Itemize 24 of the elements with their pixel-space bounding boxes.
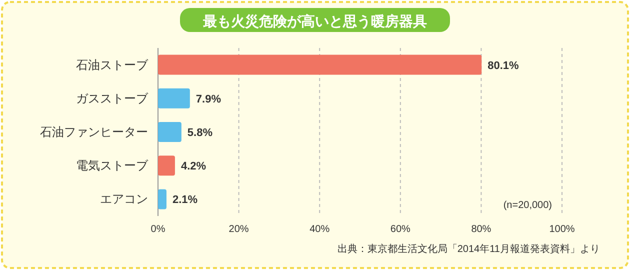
y-tick-label: 石油ストーブ [76, 58, 149, 72]
x-tick-label: 80% [471, 224, 492, 235]
x-tick-label: 40% [310, 224, 330, 235]
source-note: 出典：東京都生活文化局「2014年11月報道発表資料」より [337, 243, 600, 255]
data-label: 4.2% [180, 160, 206, 173]
data-label: 2.1% [172, 194, 198, 206]
y-tick-label: 電気ストーブ [76, 158, 149, 173]
bar [158, 189, 166, 210]
y-tick-label: 石油ファンヒーター [40, 125, 148, 139]
bar [158, 88, 190, 108]
data-label: 7.9% [196, 93, 222, 106]
bar [158, 54, 482, 75]
y-tick-label: エアコン [100, 192, 148, 206]
data-label: 5.8% [187, 127, 213, 139]
chart-title: 最も火災危険が高いと思う暖房器具 [202, 13, 427, 30]
annotation: (n=20,000) [503, 200, 552, 211]
bar [158, 156, 175, 176]
x-tick-label: 100% [549, 224, 575, 235]
x-tick-label: 20% [228, 224, 249, 235]
bar [158, 122, 182, 142]
data-label: 80.1% [488, 60, 520, 72]
y-tick-label: ガスストーブ [76, 91, 149, 106]
x-tick-label: 0% [150, 224, 166, 235]
x-tick-label: 60% [390, 224, 411, 235]
